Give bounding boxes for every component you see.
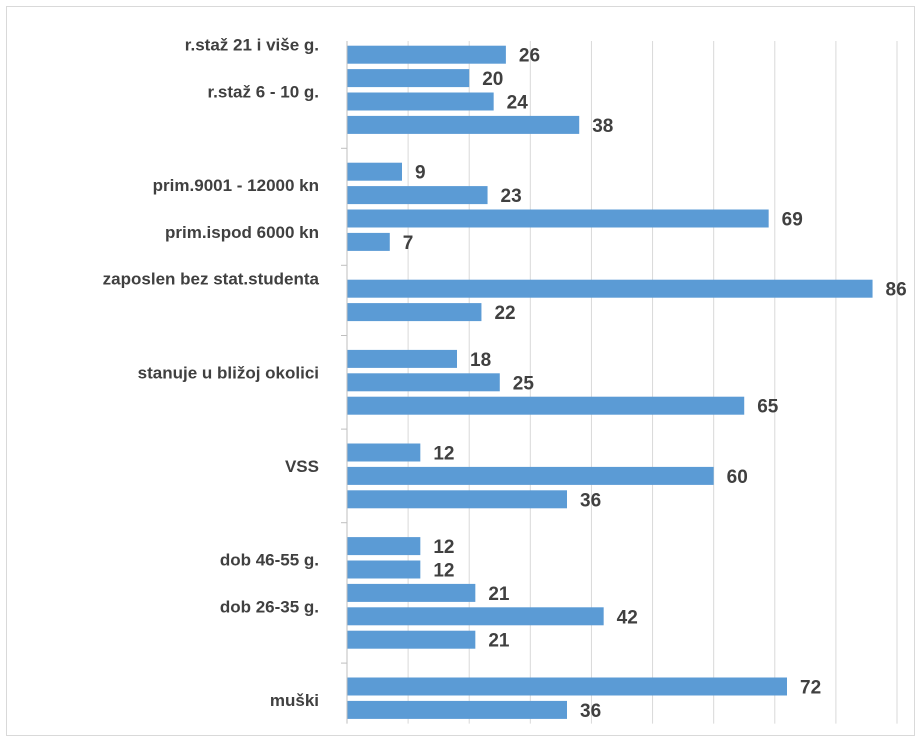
data-label: 26 bbox=[519, 46, 540, 67]
bar bbox=[347, 373, 500, 392]
bar bbox=[347, 45, 506, 64]
category-label: VSS bbox=[285, 457, 319, 476]
bar bbox=[347, 560, 421, 579]
bars bbox=[347, 45, 873, 719]
data-label: 24 bbox=[507, 93, 529, 114]
data-label: 9 bbox=[415, 163, 426, 184]
data-label: 36 bbox=[580, 701, 601, 722]
bar bbox=[347, 630, 476, 649]
bar bbox=[347, 69, 470, 88]
data-label: 36 bbox=[580, 490, 601, 511]
bar bbox=[347, 186, 488, 205]
bar bbox=[347, 349, 457, 368]
bar bbox=[347, 700, 567, 719]
category-label: r.staž 6 - 10 g. bbox=[208, 83, 320, 102]
data-label: 23 bbox=[501, 186, 522, 207]
data-label: 20 bbox=[482, 69, 503, 90]
bar bbox=[347, 396, 745, 415]
data-label: 12 bbox=[433, 561, 454, 582]
bar bbox=[347, 303, 482, 322]
data-label: 22 bbox=[494, 303, 515, 324]
category-label: zaposlen bez stat.studenta bbox=[103, 270, 320, 289]
bar bbox=[347, 537, 421, 556]
bar bbox=[347, 232, 390, 251]
bar bbox=[347, 583, 476, 602]
bar bbox=[347, 115, 580, 134]
data-label: 72 bbox=[800, 678, 821, 699]
data-label: 25 bbox=[513, 373, 535, 394]
bar bbox=[347, 209, 769, 228]
bar bbox=[347, 162, 402, 181]
data-label: 21 bbox=[488, 631, 510, 652]
category-label: muški bbox=[270, 691, 319, 710]
data-label: 21 bbox=[488, 584, 510, 605]
data-label: 7 bbox=[403, 233, 414, 254]
bar bbox=[347, 466, 714, 485]
category-label: dob 26-35 g. bbox=[220, 597, 319, 616]
bar bbox=[347, 677, 787, 696]
data-label: 12 bbox=[433, 537, 454, 558]
bar bbox=[347, 92, 494, 111]
data-label: 65 bbox=[757, 397, 779, 418]
category-label: prim.ispod 6000 kn bbox=[165, 223, 319, 242]
category-label: stanuje u bližoj okolici bbox=[138, 363, 319, 382]
category-label: r.staž 21 i više g. bbox=[185, 36, 319, 55]
category-label: dob 46-55 g. bbox=[220, 551, 319, 570]
category-separators bbox=[341, 147, 347, 664]
data-label: 38 bbox=[592, 116, 613, 137]
bar bbox=[347, 607, 604, 626]
data-label: 86 bbox=[886, 280, 907, 301]
bar bbox=[347, 490, 567, 509]
data-label: 18 bbox=[470, 350, 491, 371]
category-labels: r.staž 21 i više g. r.staž 6 - 10 g. prim.… bbox=[103, 36, 320, 710]
category-label: prim.9001 - 12000 kn bbox=[153, 176, 319, 195]
data-label: 60 bbox=[727, 467, 748, 488]
data-label: 12 bbox=[433, 444, 454, 465]
bar bbox=[347, 279, 873, 298]
data-label: 42 bbox=[617, 607, 638, 628]
bar bbox=[347, 443, 421, 462]
data-label: 69 bbox=[782, 210, 803, 231]
